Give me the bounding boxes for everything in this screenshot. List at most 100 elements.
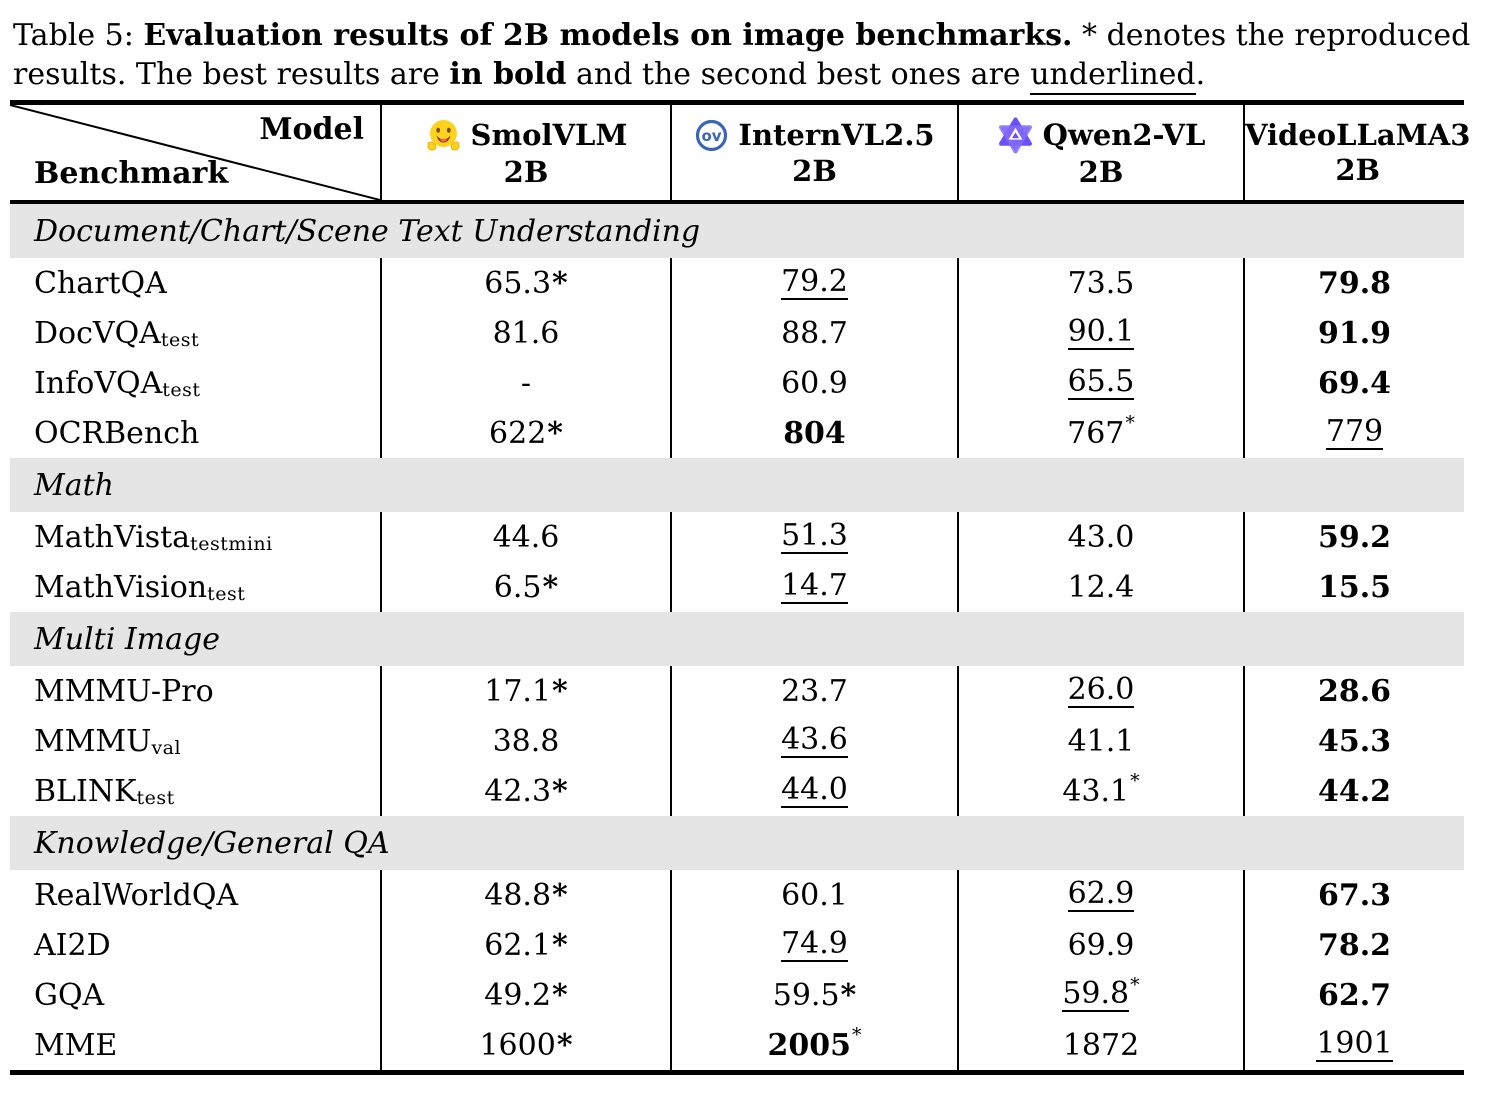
score-value: 622: [489, 415, 547, 451]
score-value: 73.5: [1067, 265, 1135, 301]
score-cell: 2005 *: [672, 1020, 959, 1070]
score-cell: 81.6: [382, 308, 672, 358]
benchmark-label: ChartQA: [34, 265, 167, 301]
score-value: 43.1: [1062, 773, 1130, 809]
column-header-smolvlm: SmolVLM 2B: [382, 105, 672, 200]
score-cell: 1901: [1245, 1020, 1464, 1070]
score-value: 62.7: [1317, 977, 1392, 1013]
score-cell: 23.7: [672, 666, 959, 716]
benchmark-label: MMMU-Pro: [34, 673, 214, 709]
benchmark-name: MathVision test: [10, 562, 382, 612]
score-cell: 62.7: [1245, 970, 1464, 1020]
column-header-qwen2-vl: Qwen2-VL 2B: [959, 105, 1245, 200]
score-value: 17.1: [484, 673, 552, 709]
benchmark-subscript: test: [136, 787, 175, 809]
benchmark-subscript: test: [207, 583, 246, 605]
score-cell: 88.7: [672, 308, 959, 358]
score-cell: 65.5: [959, 358, 1245, 408]
score-value: 804: [783, 415, 846, 451]
caption-bold-phrase: in bold: [449, 57, 567, 92]
benchmark-name: InfoVQA test: [10, 358, 382, 408]
score-value: 28.6: [1317, 673, 1392, 709]
benchmark-label: RealWorldQA: [34, 877, 239, 913]
caption-terminal: .: [1195, 57, 1206, 92]
hugging-face-icon: [425, 117, 462, 154]
table-row: MME 1600 * 2005 * 1872 1901: [10, 1020, 1464, 1070]
score-value: 23.7: [781, 673, 848, 709]
score-cell: 6.5 *: [382, 562, 672, 612]
score-cell: 28.6: [1245, 666, 1464, 716]
score-cell: 67.3: [1245, 870, 1464, 920]
score-cell: 42.3 *: [382, 766, 672, 816]
score-cell: 48.8 *: [382, 870, 672, 920]
benchmark-name: AI2D: [10, 920, 382, 970]
qwen-icon: [997, 117, 1034, 154]
score-cell: 12.4: [959, 562, 1245, 612]
benchmark-name: MathVista testmini: [10, 512, 382, 562]
score-value: 26.0: [1067, 671, 1135, 709]
score-cell: 44.6: [382, 512, 672, 562]
benchmark-label: AI2D: [34, 927, 111, 963]
table-caption: Table 5: Evaluation results of 2B models…: [13, 16, 1495, 95]
caption-text-a: denotes the reproduced results. The best…: [13, 18, 1471, 92]
score-value: 2005: [767, 1027, 852, 1063]
caption-title: Evaluation results of 2B models on image…: [143, 18, 1073, 53]
table-header-row: Model Benchmark SmolVLM 2B ov InternVL2.5 2B…: [10, 100, 1470, 204]
score-value: 51.3: [781, 517, 848, 555]
score-cell: 17.1 *: [382, 666, 672, 716]
score-cell: 59.5 *: [672, 970, 959, 1020]
reproduced-star: *: [552, 265, 568, 301]
reproduced-star: *: [1130, 770, 1140, 792]
score-cell: 51.3: [672, 512, 959, 562]
score-value: 69.4: [1317, 365, 1392, 401]
score-value: 62.1: [484, 927, 552, 963]
score-value: 49.2: [484, 977, 552, 1013]
score-cell: 779: [1245, 408, 1464, 458]
score-value: 38.8: [492, 723, 560, 759]
reproduced-star: *: [552, 877, 568, 913]
score-value: 60.9: [781, 365, 848, 401]
benchmark-label: MathVista: [34, 519, 191, 555]
caption-star: *: [1082, 18, 1098, 53]
score-cell: 60.9: [672, 358, 959, 408]
section-band: Math: [10, 458, 1464, 512]
benchmark-subscript: val: [151, 737, 182, 759]
score-value: 81.6: [492, 315, 560, 351]
model-name: Qwen2-VL: [1042, 118, 1206, 152]
model-name: VideoLLaMA3: [1245, 118, 1471, 152]
score-value: 44.0: [781, 771, 848, 809]
score-value: 1872: [1062, 1027, 1140, 1063]
score-cell: 78.2: [1245, 920, 1464, 970]
benchmark-name: MMMU val: [10, 716, 382, 766]
score-value: 767: [1067, 415, 1125, 451]
score-value: 62.9: [1067, 875, 1135, 913]
benchmark-name: BLINK test: [10, 766, 382, 816]
score-value: 90.1: [1067, 313, 1135, 351]
opengvlab-icon: ov: [694, 118, 729, 153]
score-cell: 767 *: [959, 408, 1245, 458]
score-cell: 65.3 *: [382, 258, 672, 308]
score-cell: 69.9: [959, 920, 1245, 970]
score-value: 779: [1325, 413, 1384, 451]
score-cell: 79.2: [672, 258, 959, 308]
model-size: 2B: [1335, 153, 1381, 187]
reproduced-star: *: [552, 927, 568, 963]
score-cell: 43.6: [672, 716, 959, 766]
score-cell: 44.2: [1245, 766, 1464, 816]
column-header-internvl2.5: ov InternVL2.5 2B: [672, 105, 959, 200]
score-value: 44.2: [1317, 773, 1392, 809]
score-cell: 60.1: [672, 870, 959, 920]
reproduced-star: *: [552, 977, 568, 1013]
reproduced-star: *: [547, 415, 563, 451]
score-cell: 26.0: [959, 666, 1245, 716]
score-value: 48.8: [484, 877, 552, 913]
benchmark-subscript: testmini: [190, 533, 273, 555]
score-cell: 804: [672, 408, 959, 458]
score-value: -: [520, 365, 532, 401]
score-value: 78.2: [1317, 927, 1392, 963]
score-cell: 62.9: [959, 870, 1245, 920]
table-row: InfoVQA test - 60.9 65.5 69.4: [10, 358, 1464, 408]
corner-label-model: Model: [259, 112, 364, 147]
score-cell: 90.1: [959, 308, 1245, 358]
model-name: InternVL2.5: [738, 118, 935, 152]
